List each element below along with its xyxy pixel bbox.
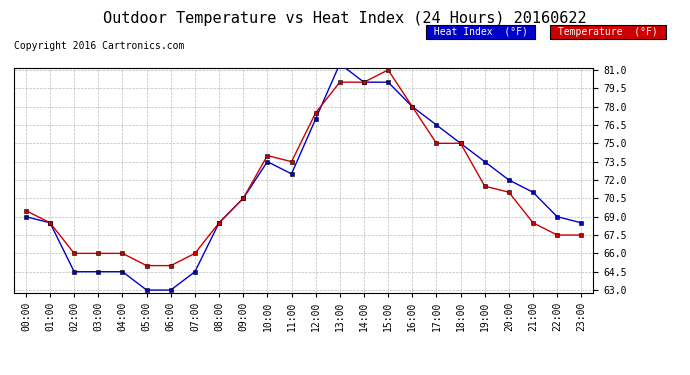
Text: Heat Index  (°F): Heat Index (°F) <box>428 27 533 37</box>
Text: Copyright 2016 Cartronics.com: Copyright 2016 Cartronics.com <box>14 41 184 51</box>
Text: Temperature  (°F): Temperature (°F) <box>552 27 664 37</box>
Text: Outdoor Temperature vs Heat Index (24 Hours) 20160622: Outdoor Temperature vs Heat Index (24 Ho… <box>104 11 586 26</box>
